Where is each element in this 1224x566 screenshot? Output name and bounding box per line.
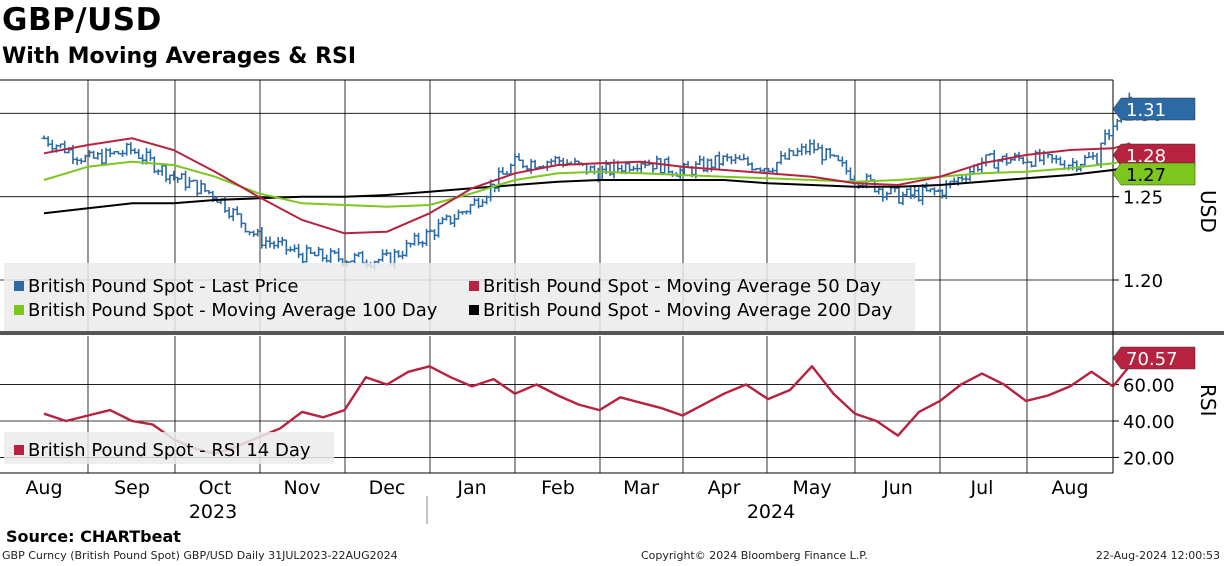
ma50-tag-label: 1.28	[1126, 146, 1166, 167]
ma50-tag	[1112, 143, 1196, 167]
legend-rsi-swatch	[14, 445, 24, 455]
legend-ma100-swatch	[14, 305, 24, 315]
x-month-label: Jun	[882, 477, 913, 499]
rsi-tag-label: 70.57	[1126, 349, 1178, 370]
legend-ma100-label: British Pound Spot - Moving Average 100 …	[28, 300, 438, 321]
legend-last-price-swatch	[14, 281, 24, 291]
ma100-tag	[1112, 162, 1196, 186]
x-month-label: Nov	[283, 477, 320, 499]
legend-rsi-label: British Pound Spot - RSI 14 Day	[28, 440, 311, 461]
price-axis-label: USD	[1196, 190, 1220, 233]
ma100-tag-label: 1.27	[1126, 165, 1166, 186]
footer-security: GBP Curncy (British Pound Spot) GBP/USD …	[2, 549, 398, 562]
ma50-line	[43, 137, 1131, 235]
legend-ma200-label: British Pound Spot - Moving Average 200 …	[483, 300, 893, 321]
footer-timestamp: 22-Aug-2024 12:00:53	[1095, 549, 1220, 562]
rsi-ytick-label: 40.00	[1123, 412, 1175, 433]
legend-ma200-swatch	[469, 305, 479, 315]
chart-title: GBP/USD	[2, 2, 162, 38]
last-price-tag	[1112, 97, 1196, 121]
rsi-tag	[1112, 346, 1196, 370]
ma100-line	[43, 159, 1131, 208]
x-month-label: Aug	[1051, 477, 1088, 499]
x-month-label: Sep	[114, 477, 150, 499]
x-month-label: Aug	[25, 477, 62, 499]
x-month-label: Apr	[708, 477, 741, 499]
x-month-label: Jan	[456, 477, 486, 499]
chart-subtitle: With Moving Averages & RSI	[2, 44, 357, 69]
ma200-line	[43, 165, 1131, 215]
rsi-ytick-label: 60.00	[1123, 376, 1175, 397]
price-ytick-label: 1.25	[1123, 188, 1163, 209]
x-month-label: Dec	[369, 477, 406, 499]
price-legend-box	[4, 263, 915, 331]
x-year-label: 2023	[189, 501, 237, 523]
legend-ma50-swatch	[469, 281, 479, 291]
rsi-ytick-label: 20.00	[1123, 448, 1175, 469]
x-month-label: Jul	[970, 477, 994, 499]
source-note: Source: CHARTbeat	[6, 527, 181, 546]
legend-last-price-label: British Pound Spot - Last Price	[28, 276, 299, 297]
footer-copyright: Copyright© 2024 Bloomberg Finance L.P.	[641, 549, 868, 562]
x-month-label: Mar	[623, 477, 659, 499]
x-month-label: Feb	[541, 477, 575, 499]
x-month-label: Oct	[199, 477, 232, 499]
x-year-label: 2024	[747, 501, 795, 523]
legend-ma50-label: British Pound Spot - Moving Average 50 D…	[483, 276, 881, 297]
x-month-label: May	[792, 477, 831, 499]
rsi-legend-box	[4, 432, 334, 464]
last-price-tag-label: 1.31	[1126, 100, 1166, 121]
price-ytick-label: 1.20	[1123, 271, 1163, 292]
rsi-axis-label: RSI	[1196, 384, 1220, 417]
